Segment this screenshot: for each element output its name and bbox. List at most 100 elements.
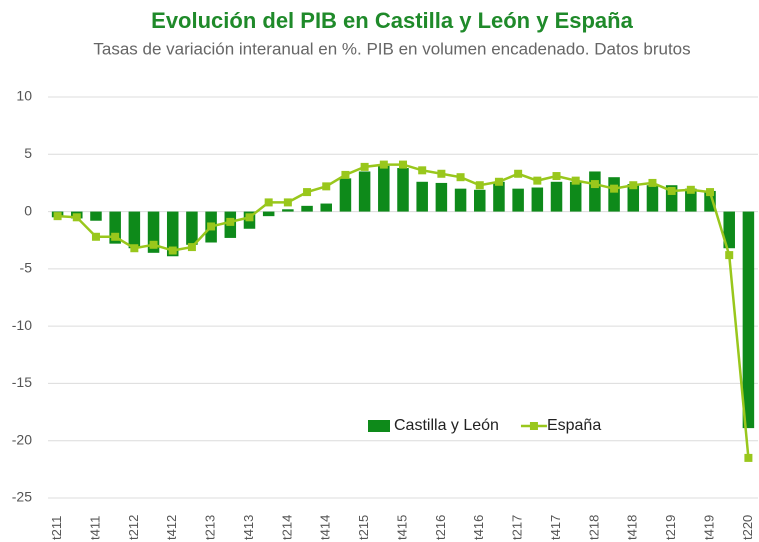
point <box>72 213 81 222</box>
bar <box>665 185 678 212</box>
x-tick-label: t218 <box>586 515 601 540</box>
bar <box>262 211 275 217</box>
bar <box>378 165 390 212</box>
point <box>667 186 676 195</box>
point <box>322 182 331 191</box>
bar <box>282 209 294 212</box>
legend-label: España <box>547 417 601 434</box>
point <box>226 217 235 226</box>
point <box>456 173 465 182</box>
x-tick-label: t417 <box>548 515 563 540</box>
bar <box>147 211 160 253</box>
y-tick-label: -15 <box>12 374 32 390</box>
point <box>187 243 196 252</box>
bar <box>685 188 697 212</box>
bar <box>454 188 467 212</box>
legend-label: Castilla y León <box>394 417 499 434</box>
x-tick-label: t215 <box>356 515 371 540</box>
y-tick-label: -20 <box>12 431 32 447</box>
x-tick-label: t220 <box>740 515 755 540</box>
point <box>283 198 292 207</box>
bar <box>493 181 505 212</box>
bar <box>742 211 755 429</box>
point <box>379 160 388 169</box>
bar <box>512 188 524 212</box>
bar <box>704 190 716 212</box>
point <box>437 169 446 178</box>
y-tick-label: 5 <box>24 145 32 161</box>
x-tick-label: t411 <box>87 516 102 540</box>
x-tick-label: t418 <box>625 515 640 540</box>
bar <box>474 189 486 212</box>
x-tick-label: t413 <box>241 515 256 540</box>
bar <box>109 211 121 244</box>
x-tick-label: t416 <box>471 515 486 540</box>
point <box>91 232 100 241</box>
point <box>706 188 715 197</box>
point <box>686 185 695 194</box>
point <box>648 178 657 187</box>
y-tick-label: 10 <box>16 88 32 104</box>
bar <box>397 168 409 212</box>
bar <box>166 211 179 257</box>
point <box>610 184 619 193</box>
point <box>399 160 407 169</box>
x-tick-label: t212 <box>126 515 141 540</box>
x-tick-label: t216 <box>433 515 448 540</box>
point <box>111 232 120 241</box>
bar <box>723 211 735 249</box>
point <box>245 213 254 222</box>
bar <box>550 181 563 212</box>
x-tick-label: t415 <box>394 515 409 540</box>
y-tick-label: -25 <box>12 489 32 505</box>
point <box>264 198 273 207</box>
bar <box>301 205 313 212</box>
point <box>341 170 350 179</box>
bar <box>627 184 640 212</box>
legend-marker <box>529 422 538 430</box>
point <box>552 172 561 181</box>
point <box>168 246 177 255</box>
x-tick-label: t217 <box>510 515 525 540</box>
point <box>303 188 312 197</box>
bar <box>435 182 448 212</box>
point <box>207 222 216 231</box>
point <box>629 181 638 190</box>
bar <box>320 203 332 212</box>
bar <box>90 211 102 221</box>
x-tick-label: t419 <box>701 515 716 540</box>
y-tick-label: 0 <box>24 202 32 218</box>
point <box>533 176 542 185</box>
point <box>590 180 599 189</box>
bar <box>128 211 141 249</box>
x-tick-label: t414 <box>318 515 333 540</box>
bar <box>608 177 620 212</box>
x-tick-label: t214 <box>279 515 294 540</box>
bar <box>339 178 352 212</box>
legend-marker <box>368 420 390 432</box>
bar <box>569 181 582 212</box>
point <box>494 177 503 186</box>
point <box>149 240 158 249</box>
bar <box>186 211 198 245</box>
x-tick-label: t211 <box>49 516 64 540</box>
bar <box>531 187 544 212</box>
bar <box>358 171 371 212</box>
x-tick-label: t412 <box>164 515 179 540</box>
x-tick-label: t213 <box>203 515 218 540</box>
point <box>744 453 753 462</box>
point <box>514 169 523 178</box>
point <box>571 176 580 185</box>
point <box>475 181 484 190</box>
chart-title: Evolución del PIB en Castilla y León y E… <box>151 8 633 33</box>
bar <box>589 171 601 212</box>
point <box>725 251 734 260</box>
point <box>418 166 427 175</box>
x-tick-label: t219 <box>663 515 678 540</box>
y-tick-label: -5 <box>20 260 33 276</box>
bar <box>416 181 428 212</box>
y-tick-label: -10 <box>12 317 32 333</box>
point <box>360 162 369 171</box>
chart-subtitle: Tasas de variación interanual en %. PIB … <box>93 39 690 58</box>
